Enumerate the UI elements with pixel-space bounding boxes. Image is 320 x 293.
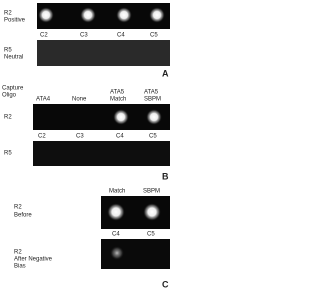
panel-b: Capture Oligo ATA4 None ATA5 Match ATA5 … [2, 86, 170, 181]
spot [38, 7, 54, 23]
column-header: SBPM [143, 189, 160, 195]
row-label: Before [14, 213, 32, 219]
column-header: Match [110, 97, 126, 103]
column-header: ATA5 [144, 90, 159, 96]
column-label: C3 [80, 33, 88, 39]
spot [149, 7, 165, 23]
column-label: C4 [112, 232, 120, 238]
row-label: R5 [4, 151, 12, 157]
spot [116, 7, 132, 23]
column-label: C5 [149, 134, 157, 140]
spot [110, 246, 124, 260]
panel-letter: B [162, 171, 169, 181]
header-label: Oligo [2, 93, 17, 99]
column-header: ATA4 [36, 97, 51, 103]
column-label: C5 [150, 33, 158, 39]
row-label: Positive [4, 18, 26, 24]
panel-a: R2 Positive R5 Neutral C2 C3 C4 C5 A [4, 3, 170, 78]
row-label: R2 [14, 250, 22, 256]
row-label: R2 [4, 11, 12, 17]
spot [143, 203, 161, 221]
column-label: C4 [116, 134, 124, 140]
column-header: SBPM [144, 97, 161, 103]
row-label: Neutral [4, 55, 23, 61]
panel-c: Match SBPM R2 Before R2 After Negative B… [14, 189, 170, 289]
panel-letter: A [162, 68, 169, 78]
column-label: C4 [117, 33, 125, 39]
column-label: C5 [147, 232, 155, 238]
row-label: After Negative [14, 257, 53, 263]
blot-strip [37, 40, 170, 66]
panel-letter: C [162, 279, 169, 289]
column-label: C2 [40, 33, 48, 39]
spot [113, 109, 129, 125]
spot [107, 203, 125, 221]
column-label: C3 [76, 134, 84, 140]
blot-strip [33, 141, 170, 166]
row-label: Bias [14, 264, 26, 270]
column-header: ATA5 [110, 90, 125, 96]
header-label: Capture [2, 86, 24, 92]
column-label: C2 [38, 134, 46, 140]
column-header: None [72, 97, 87, 103]
figure: R2 Positive R5 Neutral C2 C3 C4 C5 A Cap… [2, 3, 170, 289]
row-label: R5 [4, 48, 12, 54]
column-header: Match [109, 189, 125, 195]
spot [146, 109, 162, 125]
spot [80, 7, 96, 23]
row-label: R2 [14, 205, 22, 211]
row-label: R2 [4, 115, 12, 121]
blot-strip [37, 3, 170, 29]
